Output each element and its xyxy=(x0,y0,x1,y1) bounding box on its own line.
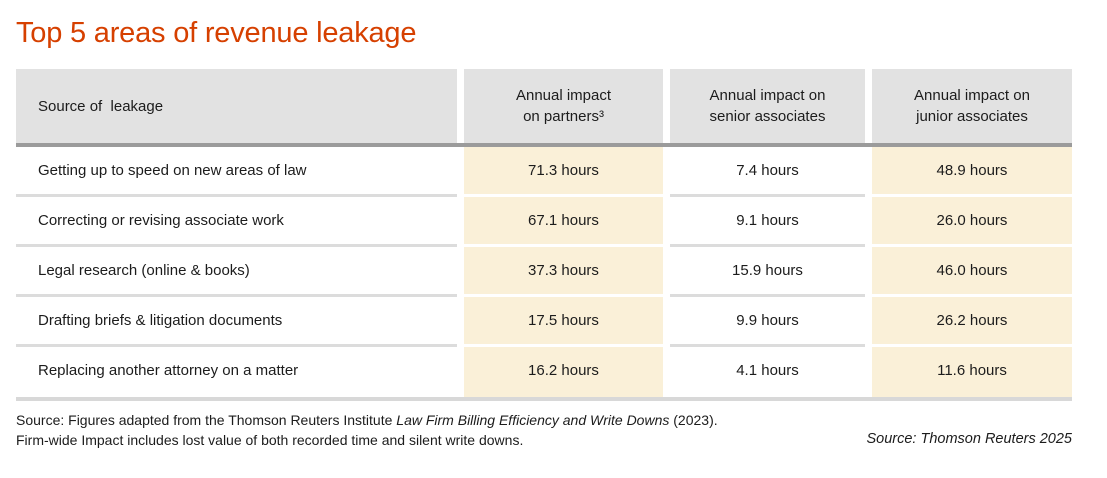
source-attribution: Source: Thomson Reuters 2025 xyxy=(866,431,1072,447)
table-row: Correcting or revising associate work 67… xyxy=(16,197,1072,247)
cell-junior-hours: 26.2 hours xyxy=(872,297,1072,347)
cell-junior-hours: 11.6 hours xyxy=(872,347,1072,397)
footnote-prefix: Source: Figures adapted from the Thomson… xyxy=(16,412,397,428)
cell-source: Correcting or revising associate work xyxy=(16,197,457,247)
cell-senior-hours: 9.9 hours xyxy=(670,297,865,347)
col-header-senior-associates: Annual impact on senior associates xyxy=(670,69,865,143)
header-divider xyxy=(16,143,1072,147)
footnote-text: Source: Figures adapted from the Thomson… xyxy=(16,410,740,450)
cell-junior-hours: 26.0 hours xyxy=(872,197,1072,247)
table-row: Drafting briefs & litigation documents 1… xyxy=(16,297,1072,347)
col-header-source: Source of leakage xyxy=(16,69,457,143)
cell-senior-hours: 15.9 hours xyxy=(670,247,865,297)
cell-junior-hours: 46.0 hours xyxy=(872,247,1072,297)
cell-junior-hours: 48.9 hours xyxy=(872,147,1072,197)
table-header-row: Source of leakage Annual impact on partn… xyxy=(16,69,1072,143)
page-title: Top 5 areas of revenue leakage xyxy=(16,17,417,49)
cell-partners-hours: 37.3 hours xyxy=(464,247,663,297)
cell-partners-hours: 16.2 hours xyxy=(464,347,663,397)
table-bottom-divider xyxy=(16,397,1072,401)
cell-source: Legal research (online & books) xyxy=(16,247,457,297)
cell-source: Replacing another attorney on a matter xyxy=(16,347,457,397)
col-header-partners: Annual impact on partners³ xyxy=(464,69,663,143)
figure-footer: Source: Figures adapted from the Thomson… xyxy=(16,410,1072,450)
table-row: Getting up to speed on new areas of law … xyxy=(16,147,1072,197)
cell-source: Getting up to speed on new areas of law xyxy=(16,147,457,197)
col-header-junior-associates: Annual impact on junior associates xyxy=(872,69,1072,143)
table-row: Replacing another attorney on a matter 1… xyxy=(16,347,1072,397)
cell-partners-hours: 67.1 hours xyxy=(464,197,663,247)
leakage-table: Source of leakage Annual impact on partn… xyxy=(16,69,1072,401)
cell-senior-hours: 9.1 hours xyxy=(670,197,865,247)
footnote-suffix: (2023). Firm-wide Impact includes lost v… xyxy=(16,412,718,448)
cell-source: Drafting briefs & litigation documents xyxy=(16,297,457,347)
cell-partners-hours: 71.3 hours xyxy=(464,147,663,197)
table-row: Legal research (online & books) 37.3 hou… xyxy=(16,247,1072,297)
footnote-report-title: Law Firm Billing Efficiency and Write Do… xyxy=(396,412,670,428)
cell-senior-hours: 4.1 hours xyxy=(670,347,865,397)
cell-senior-hours: 7.4 hours xyxy=(670,147,865,197)
cell-partners-hours: 17.5 hours xyxy=(464,297,663,347)
